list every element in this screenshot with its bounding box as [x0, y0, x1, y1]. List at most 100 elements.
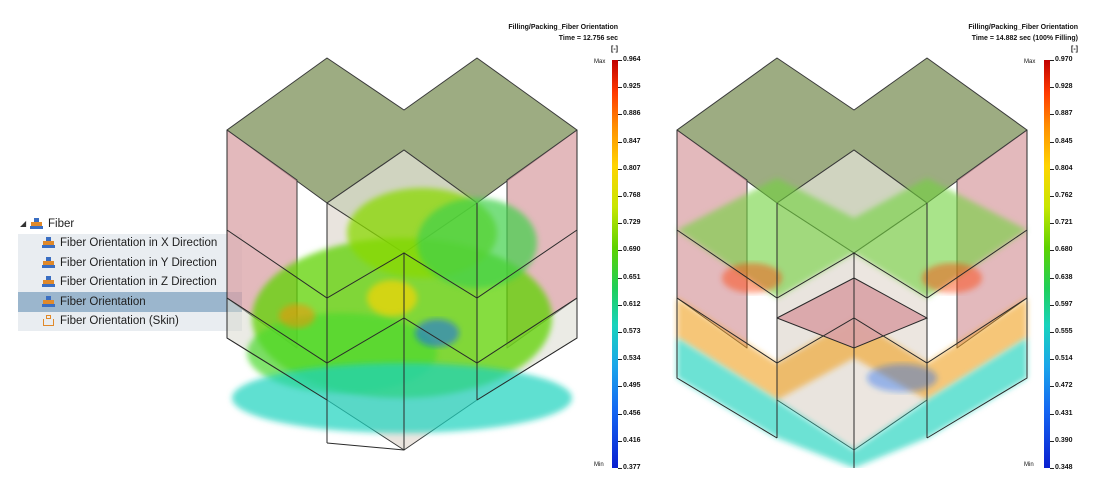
legend-tick-mark — [1050, 87, 1054, 89]
legend-tick-label: 0.638 — [1055, 273, 1073, 281]
legend-tick-label: 0.964 — [623, 56, 641, 63]
color-legend-left: Max Min 0.964 0.925 0.886 0.847 0.807 0.768 0.… — [594, 56, 654, 475]
legend-tick-mark — [1050, 250, 1054, 252]
fiber-orientation-field — [677, 178, 1027, 468]
plot-header-left: Filling/Packing_Fiber Orientation Time =… — [508, 22, 618, 55]
fiber-stack-icon — [42, 276, 55, 288]
result-unit: [-] — [1071, 46, 1078, 53]
legend-tick-mark — [1050, 359, 1054, 361]
fiber-stack-icon — [30, 217, 43, 230]
fiber-skin-icon — [42, 315, 55, 327]
legend-tick-mark — [1050, 468, 1054, 469]
tree-item-label: Fiber Orientation (Skin) — [60, 315, 179, 328]
legend-max-label: Max — [594, 59, 606, 65]
legend-tick-label: 0.721 — [1055, 219, 1073, 227]
result-tree: ◢ Fiber Fiber Orientation in X Direction… — [18, 214, 242, 331]
tree-node-label: Fiber — [48, 217, 75, 230]
legend-tick-label: 0.573 — [623, 328, 641, 335]
fiber-stack-icon — [42, 237, 55, 249]
tree-item-fiber-orientation-x[interactable]: Fiber Orientation in X Direction — [18, 233, 242, 253]
legend-tick-mark — [618, 440, 622, 442]
legend-min-label: Min — [594, 462, 604, 468]
legend-tick-label: 0.804 — [1055, 164, 1073, 172]
legend-tick-mark — [1050, 168, 1054, 170]
legend-tick-mark — [1050, 332, 1054, 333]
result-title: Filling/Packing_Fiber Orientation — [508, 24, 618, 31]
legend-tick-label: 0.651 — [623, 273, 641, 281]
tree-item-fiber-orientation-y[interactable]: Fiber Orientation in Y Direction — [18, 253, 242, 273]
legend-tick-mark — [618, 141, 622, 143]
legend-tick-label: 0.887 — [1055, 110, 1073, 118]
legend-tick-label: 0.456 — [623, 409, 641, 417]
legend-tick-mark — [618, 114, 622, 116]
legend-tick-label: 0.928 — [1055, 83, 1073, 91]
expand-arrow-icon[interactable]: ◢ — [20, 219, 27, 229]
legend-tick-mark — [618, 386, 622, 388]
legend-tick-label: 0.886 — [623, 110, 641, 118]
legend-tick-mark — [1050, 60, 1054, 61]
tree-item-fiber-orientation-z[interactable]: Fiber Orientation in Z Direction — [18, 272, 242, 292]
legend-tick-mark — [1050, 114, 1054, 116]
legend-tick-label: 0.762 — [1055, 192, 1073, 199]
legend-tick-label: 0.925 — [623, 83, 641, 91]
legend-tick-label: 0.597 — [1055, 300, 1073, 308]
fiber-stack-icon — [42, 295, 55, 308]
tree-item-label: Fiber Orientation in Z Direction — [60, 276, 217, 289]
result-time: Time = 14.882 sec (100% Filling) — [971, 35, 1078, 42]
legend-tick-label: 0.431 — [1055, 409, 1073, 417]
legend-tick-mark — [1050, 304, 1054, 306]
legend-tick-label: 0.416 — [623, 436, 641, 444]
legend-tick-label: 0.472 — [1055, 382, 1073, 390]
legend-tick-label: 0.768 — [623, 192, 641, 199]
legend-tick-label: 0.495 — [623, 382, 641, 390]
legend-tick-label: 0.348 — [1055, 464, 1073, 471]
legend-tick-label: 0.847 — [623, 137, 641, 145]
result-time: Time = 12.756 sec — [558, 35, 618, 42]
legend-min-label: Min — [1024, 462, 1034, 468]
legend-tick-label: 0.729 — [623, 219, 641, 227]
legend-tick-label: 0.534 — [623, 355, 641, 363]
legend-tick-label: 0.970 — [1055, 56, 1073, 63]
color-legend-right: Max Min 0.970 0.928 0.887 0.845 0.804 0.762 0.… — [1024, 56, 1094, 475]
legend-max-label: Max — [1024, 59, 1036, 65]
legend-tick-mark — [618, 60, 622, 61]
fiber-stack-icon — [42, 256, 55, 269]
legend-tick-mark — [1050, 386, 1054, 388]
result-title: Filling/Packing_Fiber Orientation — [968, 24, 1078, 31]
legend-tick-label: 0.390 — [1055, 436, 1073, 444]
color-scale-bar — [1044, 60, 1050, 468]
legend-tick-mark — [618, 277, 622, 279]
legend-tick-mark — [618, 332, 622, 333]
legend-tick-label: 0.377 — [623, 464, 641, 471]
legend-tick-mark — [618, 168, 622, 170]
result-unit: [-] — [611, 46, 618, 53]
legend-tick-label: 0.680 — [1055, 246, 1073, 254]
legend-tick-label: 0.514 — [1055, 355, 1073, 363]
model-viewport-left[interactable] — [222, 48, 592, 468]
legend-tick-mark — [618, 87, 622, 89]
legend-tick-label: 0.555 — [1055, 328, 1073, 335]
tree-item-label: Fiber Orientation in Y Direction — [60, 256, 217, 269]
legend-tick-label: 0.845 — [1055, 137, 1073, 145]
legend-tick-mark — [1050, 277, 1054, 279]
legend-tick-label: 0.807 — [623, 164, 641, 172]
tree-item-fiber-orientation-skin[interactable]: Fiber Orientation (Skin) — [18, 311, 242, 331]
legend-tick-mark — [618, 223, 622, 225]
legend-tick-mark — [1050, 196, 1054, 197]
legend-tick-label: 0.690 — [623, 246, 641, 254]
legend-tick-label: 0.612 — [623, 300, 641, 308]
legend-tick-mark — [618, 304, 622, 306]
legend-tick-mark — [1050, 440, 1054, 442]
legend-tick-mark — [1050, 413, 1054, 415]
model-viewport-right[interactable] — [672, 48, 1042, 468]
tree-item-label: Fiber Orientation — [60, 295, 146, 308]
legend-tick-mark — [618, 250, 622, 252]
plot-header-right: Filling/Packing_Fiber Orientation Time =… — [940, 22, 1078, 55]
legend-tick-mark — [618, 468, 622, 469]
tree-item-fiber-orientation[interactable]: Fiber Orientation — [18, 292, 242, 312]
legend-tick-mark — [618, 413, 622, 415]
color-scale-bar — [612, 60, 618, 468]
tree-node-fiber[interactable]: ◢ Fiber — [18, 214, 242, 234]
legend-tick-mark — [618, 359, 622, 361]
legend-tick-mark — [618, 196, 622, 197]
